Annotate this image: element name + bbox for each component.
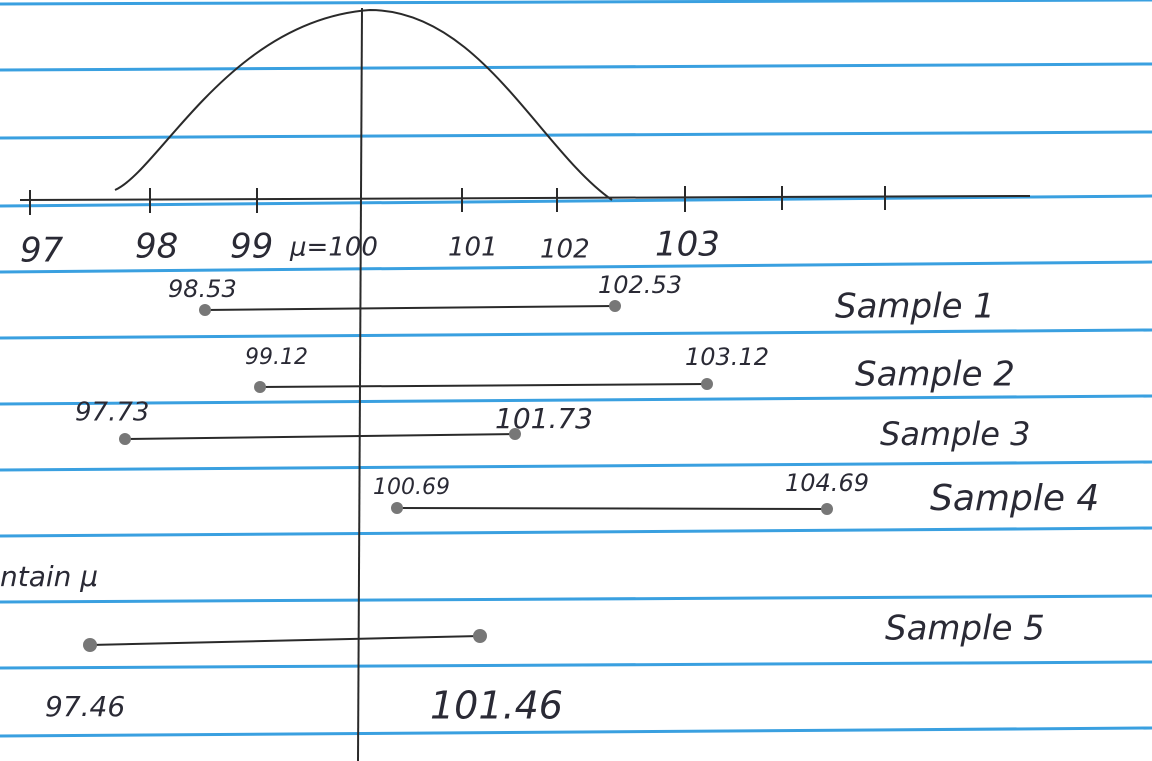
- interval-4: 100.69 104.69 Sample 4: [373, 469, 1099, 519]
- lower-bound: 97.46: [45, 690, 125, 723]
- upper-bound: 103.12: [685, 343, 769, 371]
- lower-bound: 98.53: [168, 275, 237, 303]
- mean-line: [358, 8, 362, 761]
- bell-curve: [115, 10, 612, 200]
- notebook-page: 97 98 99 μ=100 101 102 103 98.53 102.53 …: [0, 0, 1152, 761]
- axis-label: μ=100: [289, 233, 378, 263]
- sample-name: Sample 1: [835, 287, 995, 327]
- axis-label: 102: [540, 235, 590, 265]
- lower-bound: 100.69: [373, 475, 450, 500]
- axis-labels: 97 98 99 μ=100 101 102 103: [20, 225, 720, 271]
- interval-1: 98.53 102.53 Sample 1: [168, 271, 995, 327]
- axis-label: 103: [655, 225, 720, 265]
- partial-note: ntain μ: [0, 560, 98, 593]
- upper-bound: 104.69: [785, 469, 869, 497]
- sample-name: Sample 3: [880, 415, 1031, 453]
- axis-label: 98: [135, 227, 178, 267]
- sample-name: Sample 2: [855, 355, 1015, 395]
- lower-bound: 97.73: [75, 398, 149, 428]
- sample-name: Sample 4: [930, 478, 1099, 519]
- upper-bound: 102.53: [598, 271, 682, 299]
- axis-label: 101: [448, 233, 498, 263]
- interval-3: 97.73 101.73 Sample 3: [75, 398, 1031, 454]
- lower-bound: 99.12: [245, 345, 308, 370]
- sample-name: Sample 5: [885, 609, 1045, 649]
- axis-label: 99: [230, 227, 273, 267]
- upper-bound: 101.73: [495, 402, 593, 435]
- axis-label: 97: [20, 231, 64, 271]
- upper-bound: 101.46: [430, 684, 563, 728]
